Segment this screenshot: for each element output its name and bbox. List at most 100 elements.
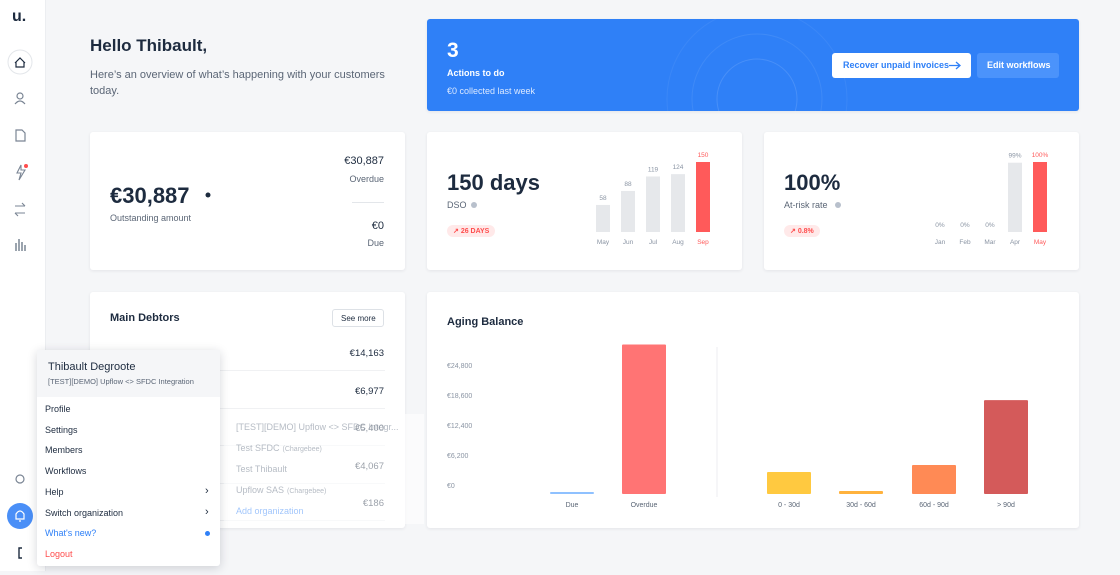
home-icon [14,57,26,68]
value-label: 150 [698,152,709,159]
nav-workflows[interactable] [16,164,26,181]
value-label: 100% [1032,152,1049,159]
due-amount: €0 [371,220,384,232]
menu-item[interactable]: Help [45,486,64,497]
edit-workflows-button[interactable]: Edit workflows [977,53,1059,78]
menu-item[interactable]: Logout [45,548,73,559]
org-switcher: [TEST][DEMO] Upflow <> SFDC Integr... Tes… [224,414,424,524]
outstanding-card: €30,887 Outstanding amount €30,887 Overd… [90,132,405,270]
category-label: Sep [697,239,709,246]
y-tick-label: €18,600 [447,393,472,400]
debtor-row-divider [110,370,385,371]
aging-card: Aging Balance €0 €6,200 €12,400 €18,600 €24,… [427,292,1079,528]
see-more-label: See more [341,314,376,323]
debtors-title: Main Debtors [110,312,180,324]
overdue-label: Overdue [349,174,384,184]
bar [671,174,685,232]
nav-transfers[interactable] [14,202,26,217]
bar [839,491,883,494]
org-name: [TEST][DEMO] Upflow <> SFDC Integr... [236,422,399,432]
menu-item[interactable]: Workflows [45,466,87,477]
debtor-row-divider [110,407,385,409]
nav-reports[interactable] [15,239,26,251]
aging-chart: €0 €6,200 €12,400 €18,600 €24,800 Due Overdue 0… [447,344,1028,509]
category-label: Feb [959,239,971,246]
menu-item[interactable]: Members [45,445,83,456]
menu-item[interactable]: What's new? [45,528,97,539]
menu-item[interactable]: Switch organization [45,507,124,518]
org-name: Test SFDC [236,443,280,453]
due-label: Due [367,238,384,248]
x-tick-label: 0 - 30d [778,502,800,509]
dso-chart: 58 May 88 Jun 119 Jul 124 Aug 150 Sep [596,152,710,246]
value-label: 58 [599,195,607,202]
outstanding-label: Outstanding amount [110,213,192,223]
nav-home[interactable] [7,49,33,75]
greeting: Hello Thibault, [90,36,208,55]
value-label: 124 [673,164,684,171]
at-risk-badge-text: 0.8% [797,228,814,235]
debtor-amount: €14,163 [349,348,384,359]
actions-banner: 3 Actions to do €0 collected last week R… [427,19,1079,111]
nav-icons [7,49,33,559]
x-tick-label: Overdue [631,502,658,509]
bar [912,464,956,494]
info-icon [471,202,477,208]
notification-dot [24,164,28,168]
value-label: 99% [1008,153,1021,160]
x-tick-label: > 90d [997,502,1015,509]
outstanding-amount: €30,887 [110,183,190,208]
dso-card: 150 days DSO ↗ 26 DAYS 58 May 88 Jun 119 Jul 1… [427,132,742,270]
nav-settings[interactable] [15,474,25,484]
value-label: 119 [648,166,659,173]
dso-badge-text: 26 DAYS [460,228,490,235]
collected: €0 collected last week [447,86,536,96]
value-label: 0% [960,222,970,229]
arrow-icon [949,61,961,70]
nav-collapse[interactable] [18,547,22,559]
bar [550,492,594,494]
y-tick-label: €12,400 [447,423,472,430]
value-label: 0% [935,222,945,229]
badge-arrow: ↗ [790,228,798,235]
bar [622,344,666,494]
org-item[interactable]: Test Thibault [236,464,287,474]
nav-customers[interactable] [16,92,24,100]
at-risk-card: 100% At-risk rate ↗ 0.8% 0% Jan 0% Feb 0% Mar… [764,132,1079,270]
bell-icon [15,510,25,522]
category-label: May [1034,239,1047,246]
category-label: Apr [1010,239,1021,246]
value-label: 88 [624,181,632,188]
user-menu-header [37,350,220,397]
see-more-button[interactable]: See more [332,309,384,327]
chevron: › [205,505,209,518]
org-item[interactable]: [TEST][DEMO] Upflow <> SFDC Integr... [236,422,399,432]
y-tick-label: €0 [447,483,455,490]
recover-button[interactable]: Recover unpaid invoices [832,53,971,78]
menu-item[interactable]: Profile [45,404,71,414]
at-risk-badge: ↗ 0.8% [784,225,820,237]
add-organization[interactable]: Add organization [236,506,304,516]
nav-invoices[interactable] [15,129,26,142]
menu-item[interactable]: Settings [45,424,78,435]
dso-badge: ↗ 26 DAYS [447,225,496,237]
bar [646,176,660,232]
aging-title: Aging Balance [447,316,524,328]
divider [352,202,384,203]
recover-button-label: Recover unpaid invoices [843,60,950,70]
org-item[interactable]: Test SFDC (Chargebee) [236,443,322,453]
y-tick-label: €6,200 [447,453,469,460]
nav-notifications[interactable] [7,503,33,529]
y-tick-label: €24,800 [447,363,472,370]
debtor-amount: €6,977 [354,385,384,397]
org-item[interactable]: Upflow SAS (Chargebee) [236,485,326,495]
badge-arrow: ↗ [453,228,461,235]
bar [621,190,635,232]
logo[interactable]: u. [12,8,27,25]
actions-label: Actions to do [447,68,505,78]
subtitle: Here’s an overview of what’s happening w… [90,69,385,97]
user-menu: Thibault Degroote [TEST][DEMO] Upflow <>… [37,350,220,566]
new-dot [205,531,210,537]
x-tick-label: 30d - 60d [846,502,876,509]
